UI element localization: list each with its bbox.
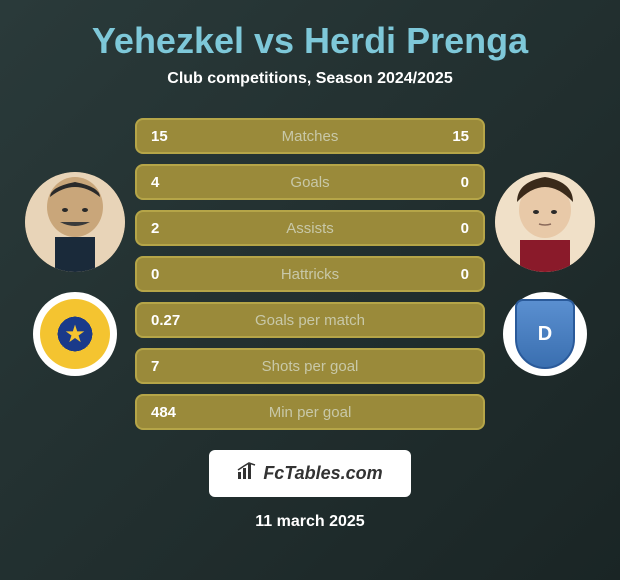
stat-label: Assists <box>286 220 334 237</box>
club1-logo-icon: ★ <box>40 299 110 369</box>
stat-value-right: 15 <box>429 128 469 145</box>
player1-avatar <box>25 172 125 272</box>
stat-row-min-per-goal: 484 Min per goal <box>135 394 485 430</box>
date-text: 11 march 2025 <box>255 513 364 531</box>
player1-face-icon <box>25 172 125 272</box>
player2-face-icon <box>495 172 595 272</box>
stat-label: Goals per match <box>255 312 365 329</box>
chart-icon <box>237 462 257 485</box>
stat-row-shots-per-goal: 7 Shots per goal <box>135 348 485 384</box>
stat-label: Goals <box>290 174 329 191</box>
comparison-area: ★ 15 Matches 15 4 Goals 0 2 Assists 0 0 <box>10 118 610 430</box>
stat-value-left: 15 <box>151 128 191 145</box>
stat-row-hattricks: 0 Hattricks 0 <box>135 256 485 292</box>
star-icon: ★ <box>64 320 86 349</box>
stat-value-right: 0 <box>429 220 469 237</box>
page-title: Yehezkel vs Herdi Prenga <box>92 20 528 62</box>
stat-value-right: 0 <box>429 266 469 283</box>
stat-value-left: 484 <box>151 404 191 421</box>
player2-club-badge: D <box>503 292 587 376</box>
footer-brand-text: FcTables.com <box>263 463 382 484</box>
player2-avatar <box>495 172 595 272</box>
player2-column: D <box>495 172 595 376</box>
stat-row-assists: 2 Assists 0 <box>135 210 485 246</box>
stat-row-goals-per-match: 0.27 Goals per match <box>135 302 485 338</box>
player1-club-badge: ★ <box>33 292 117 376</box>
stat-label: Matches <box>282 128 339 145</box>
comparison-container: Yehezkel vs Herdi Prenga Club competitio… <box>0 0 620 580</box>
footer-brand-badge[interactable]: FcTables.com <box>209 450 410 497</box>
stat-value-left: 4 <box>151 174 191 191</box>
stat-row-matches: 15 Matches 15 <box>135 118 485 154</box>
club2-letter: D <box>538 323 552 346</box>
stats-column: 15 Matches 15 4 Goals 0 2 Assists 0 0 Ha… <box>135 118 485 430</box>
stat-value-left: 0.27 <box>151 312 191 329</box>
club2-logo-icon: D <box>515 299 575 369</box>
player1-column: ★ <box>25 172 125 376</box>
stat-row-goals: 4 Goals 0 <box>135 164 485 200</box>
stat-value-left: 2 <box>151 220 191 237</box>
stat-value-left: 7 <box>151 358 191 375</box>
stat-value-left: 0 <box>151 266 191 283</box>
stat-value-right: 0 <box>429 174 469 191</box>
subtitle: Club competitions, Season 2024/2025 <box>167 70 452 88</box>
stat-label: Hattricks <box>281 266 339 283</box>
stat-label: Min per goal <box>269 404 352 421</box>
stat-label: Shots per goal <box>262 358 359 375</box>
